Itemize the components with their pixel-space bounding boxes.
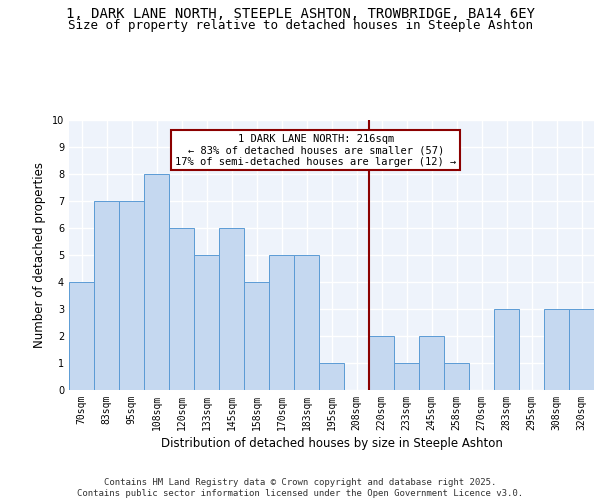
Text: 1, DARK LANE NORTH, STEEPLE ASHTON, TROWBRIDGE, BA14 6EY: 1, DARK LANE NORTH, STEEPLE ASHTON, TROW… [65, 8, 535, 22]
Bar [494, 309, 519, 390]
Bar [69, 282, 94, 390]
Bar [219, 228, 244, 390]
Bar [144, 174, 169, 390]
Y-axis label: Number of detached properties: Number of detached properties [34, 162, 46, 348]
Bar [269, 255, 294, 390]
Bar [569, 309, 594, 390]
Text: Contains HM Land Registry data © Crown copyright and database right 2025.
Contai: Contains HM Land Registry data © Crown c… [77, 478, 523, 498]
Bar [169, 228, 194, 390]
X-axis label: Distribution of detached houses by size in Steeple Ashton: Distribution of detached houses by size … [161, 437, 502, 450]
Bar [319, 363, 344, 390]
Text: Size of property relative to detached houses in Steeple Ashton: Size of property relative to detached ho… [67, 19, 533, 32]
Bar [444, 363, 469, 390]
Bar [94, 201, 119, 390]
Bar [194, 255, 219, 390]
Bar [419, 336, 444, 390]
Bar [369, 336, 394, 390]
Bar [294, 255, 319, 390]
Bar [544, 309, 569, 390]
Bar [394, 363, 419, 390]
Bar [119, 201, 144, 390]
Bar [244, 282, 269, 390]
Text: 1 DARK LANE NORTH: 216sqm
← 83% of detached houses are smaller (57)
17% of semi-: 1 DARK LANE NORTH: 216sqm ← 83% of detac… [175, 134, 457, 166]
